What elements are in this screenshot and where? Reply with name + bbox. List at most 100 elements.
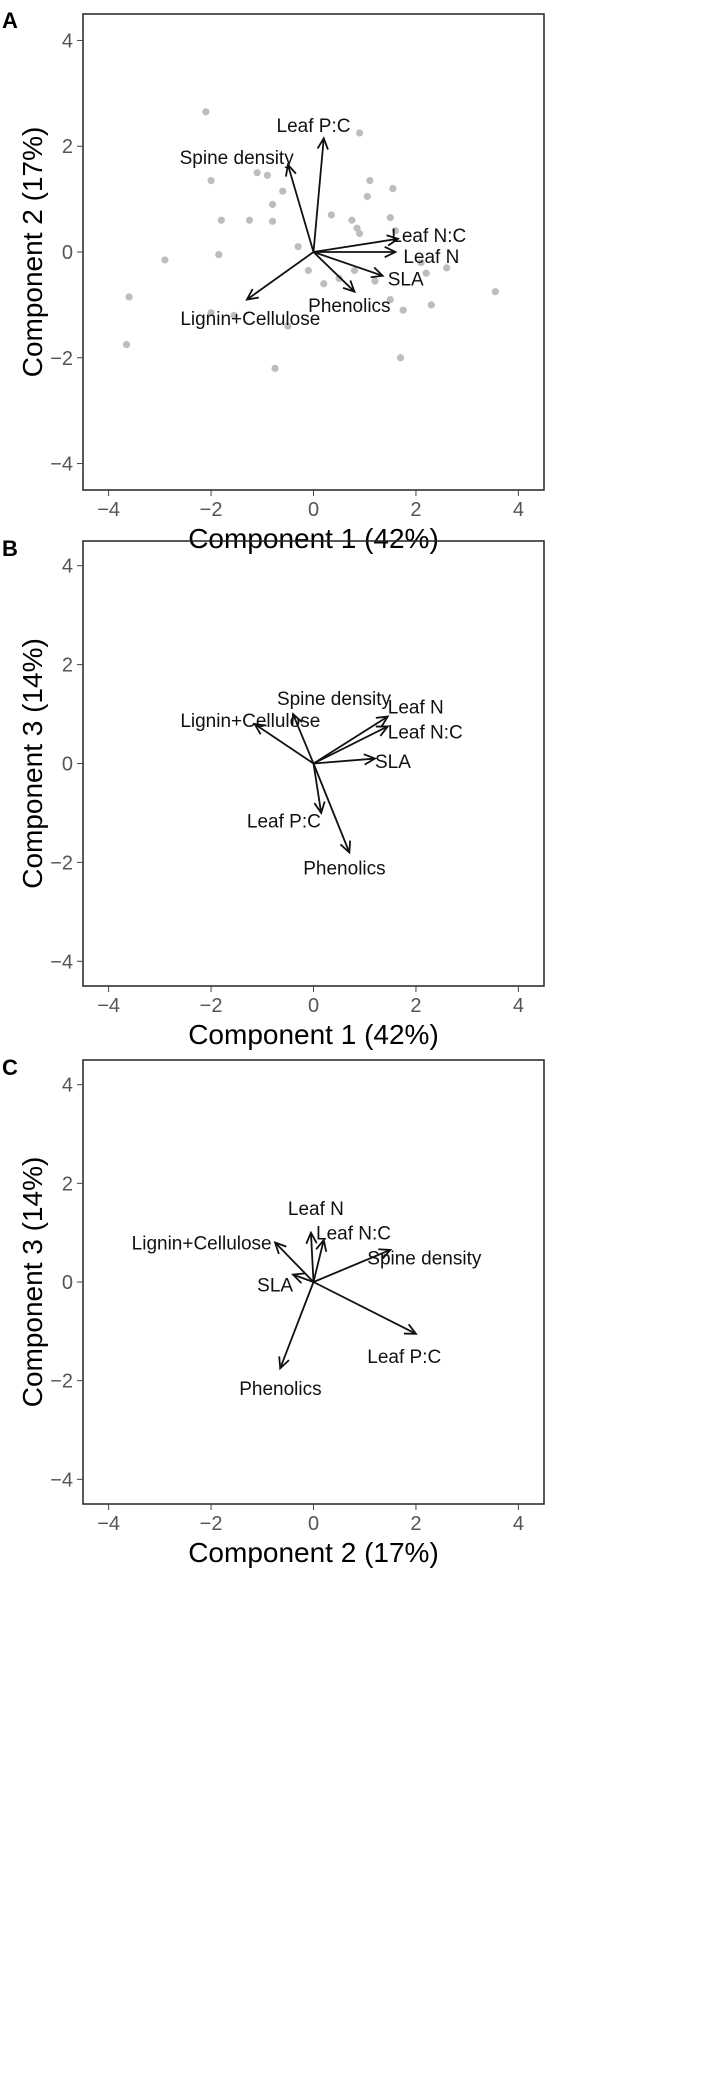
panel-letter: B [2, 536, 18, 561]
y-tick-label: 2 [62, 136, 73, 158]
arrowhead [285, 162, 297, 177]
data-point [230, 311, 238, 320]
vector-line [312, 251, 356, 293]
vector-line [310, 1232, 315, 1283]
data-point [443, 264, 451, 272]
y-tick-label: −4 [50, 1469, 73, 1491]
y-tick-label: 4 [62, 1075, 73, 1097]
vector-label: Leaf N [403, 247, 459, 268]
data-point [422, 269, 430, 277]
loading-vector: Leaf P:C [313, 1281, 441, 1368]
x-tick-label: 0 [308, 1513, 319, 1535]
loading-vector: Leaf N:C [312, 1224, 391, 1283]
vector-line [312, 1239, 325, 1283]
loading-vector: Leaf N:C [313, 722, 463, 765]
vector-line [313, 251, 383, 277]
data-point [284, 322, 292, 330]
y-tick-label: −2 [50, 1371, 73, 1393]
vector-label: SLA [257, 1275, 293, 1296]
vector-label: Lignin+Cellulose [180, 309, 320, 330]
loading-vector: SLA [313, 251, 424, 290]
panel-letter: C [2, 1055, 18, 1080]
x-tick-label: −2 [200, 499, 223, 521]
x-tick-label: −4 [97, 1513, 120, 1535]
y-tick-label: 0 [62, 754, 73, 776]
y-tick-label: 0 [62, 1272, 73, 1294]
vector-line [292, 1273, 314, 1283]
arrowhead [252, 722, 267, 735]
y-tick-label: 0 [62, 242, 73, 264]
data-point [320, 280, 328, 288]
data-point [304, 266, 312, 275]
vector-label: Spine density [277, 689, 392, 710]
loading-vector: Phenolics [303, 763, 386, 879]
vector-line [313, 715, 389, 765]
data-point [125, 293, 133, 301]
x-axis-title: Component 2 (17%) [188, 1537, 439, 1568]
data-point [335, 274, 343, 283]
y-tick-label: 2 [62, 655, 73, 677]
x-tick-label: 0 [308, 995, 319, 1017]
loading-vector: Phenolics [239, 1281, 322, 1400]
data-point [427, 301, 435, 309]
data-point [389, 184, 397, 193]
arrowhead [316, 136, 329, 150]
data-point [348, 216, 356, 224]
arrowhead [370, 266, 385, 279]
y-axis-title: Component 2 (17%) [17, 127, 48, 378]
loading-vector: Spine density [277, 689, 392, 764]
loading-vector: Spine density [313, 1248, 482, 1283]
arrowhead [386, 234, 401, 247]
arrowhead [291, 712, 303, 727]
vector-line [254, 723, 315, 765]
y-tick-label: −2 [50, 348, 73, 370]
data-point [363, 192, 371, 201]
x-tick-label: 4 [513, 1513, 524, 1535]
vector-label: Leaf N:C [388, 722, 463, 743]
data-point [268, 217, 277, 225]
x-tick-label: −4 [97, 995, 120, 1017]
loading-vector: Leaf N [313, 245, 459, 268]
data-point [327, 211, 336, 219]
arrowhead [378, 1248, 393, 1260]
y-tick-label: 2 [62, 1173, 73, 1195]
x-tick-label: 2 [410, 499, 421, 521]
y-tick-label: 4 [62, 556, 73, 578]
arrowhead [291, 1272, 306, 1284]
x-tick-label: −2 [200, 995, 223, 1017]
arrowhead [278, 1356, 290, 1371]
vector-label: Leaf N:C [316, 1224, 391, 1245]
x-tick-label: 2 [410, 1513, 421, 1535]
data-point [399, 306, 407, 314]
vector-line [312, 138, 325, 253]
vector-line [313, 1249, 391, 1283]
data-point [294, 243, 302, 251]
vector-line [313, 725, 389, 765]
vector-label: Leaf N [288, 1199, 344, 1220]
data-point [366, 177, 374, 185]
arrowhead [342, 280, 356, 294]
data-point [356, 229, 364, 238]
vector-line [274, 1241, 315, 1283]
loading-vector: Spine density [180, 148, 315, 253]
data-point [417, 258, 425, 267]
loading-vector: Lignin+Cellulose [180, 251, 320, 330]
vector-line [287, 164, 315, 253]
data-point [207, 309, 215, 317]
data-point [202, 108, 210, 116]
arrowhead [305, 1230, 318, 1245]
data-point [350, 266, 359, 275]
x-tick-label: −4 [97, 499, 120, 521]
vector-label: SLA [388, 269, 424, 290]
data-point [396, 354, 405, 362]
arrowhead [384, 245, 398, 259]
arrowhead [339, 840, 352, 855]
vector-label: Leaf P:C [277, 116, 351, 137]
vector-label: Spine density [180, 148, 295, 169]
vector-label: SLA [375, 752, 411, 773]
loading-vector: Leaf P:C [247, 763, 326, 832]
vector-label: Leaf P:C [367, 1347, 441, 1368]
panel-letter: A [2, 8, 18, 33]
loading-vector: Leaf N:C [313, 226, 466, 253]
